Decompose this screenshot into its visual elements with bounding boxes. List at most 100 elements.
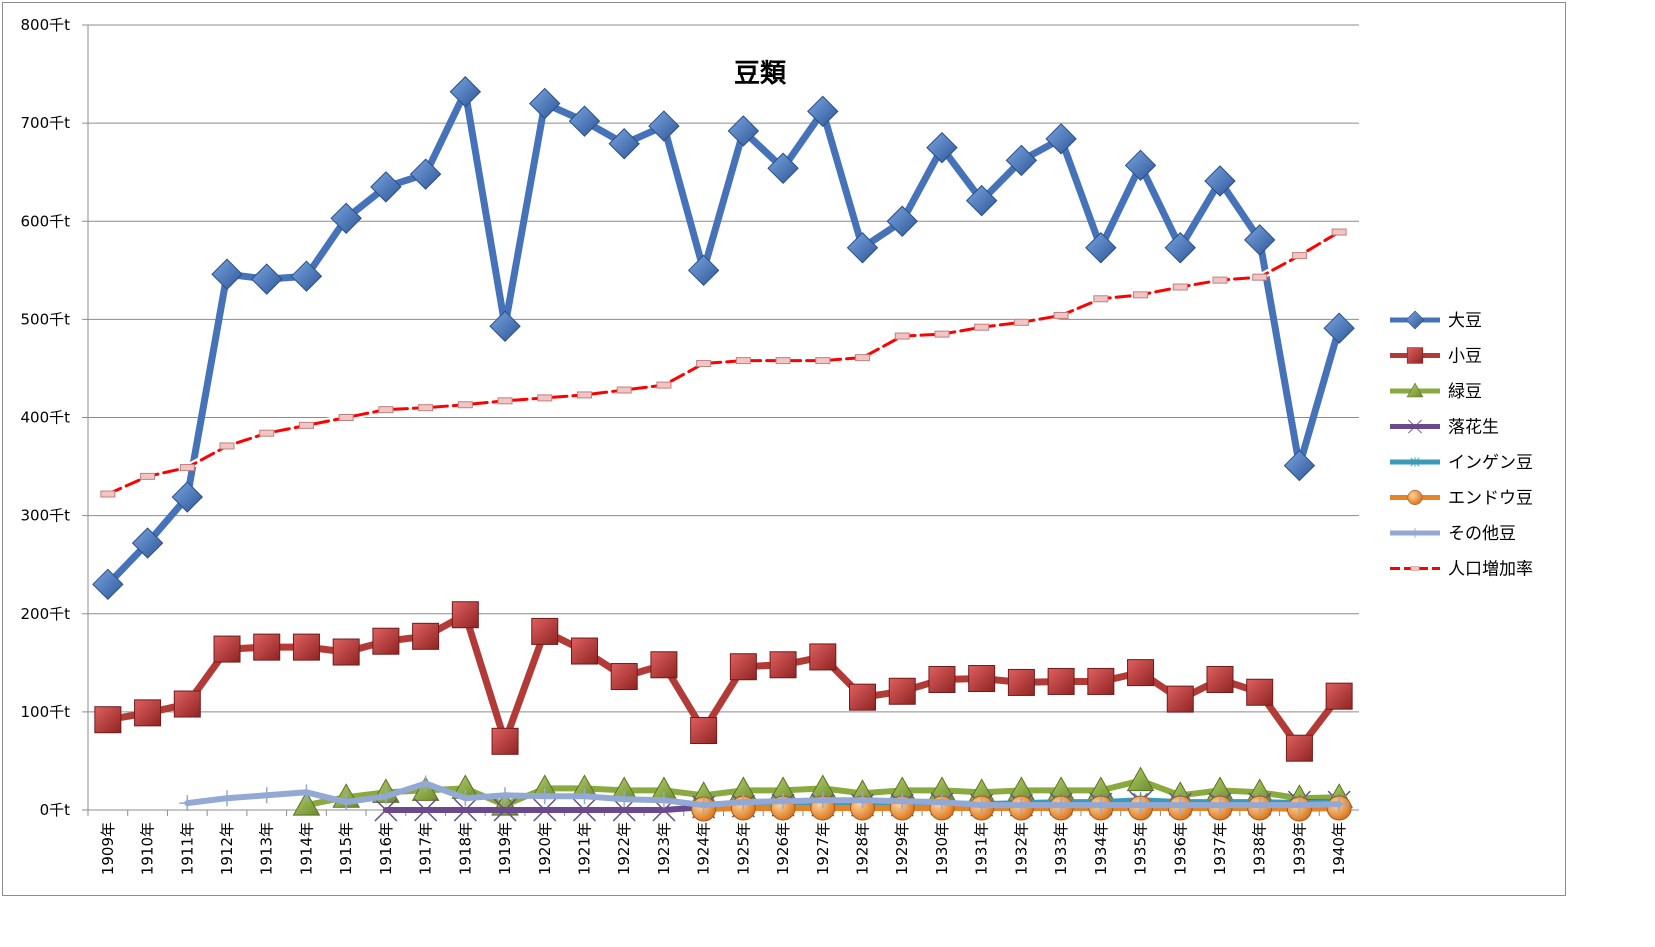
data-point [973, 797, 990, 814]
data-point [1206, 665, 1234, 693]
data-point [933, 794, 950, 811]
data-point [735, 357, 751, 365]
data-point [965, 184, 998, 217]
data-point [417, 775, 434, 792]
legend-marker [1405, 310, 1425, 330]
x-tick-label: 1932年 [1012, 822, 1030, 875]
series-8 [100, 228, 1347, 498]
series-2 [94, 601, 1353, 762]
data-point [1172, 797, 1189, 814]
data-point [656, 381, 672, 389]
data-point [491, 727, 519, 755]
legend-label: 小豆 [1448, 347, 1482, 367]
legend-label: 人口増加率 [1448, 560, 1533, 580]
data-point [894, 332, 910, 340]
data-point [259, 429, 275, 437]
x-tick-label: 1923年 [655, 822, 673, 875]
data-point [497, 787, 514, 804]
legend-marker [1406, 347, 1424, 364]
data-point [690, 717, 718, 745]
data-point [1124, 149, 1157, 182]
data-point [807, 95, 839, 128]
data-point [1252, 273, 1268, 281]
x-tick-label: 1934年 [1092, 822, 1110, 875]
data-point [457, 790, 474, 807]
data-point [140, 472, 156, 480]
data-point [1005, 144, 1038, 177]
legend-item: エンドウ豆 [1390, 489, 1533, 509]
data-point [570, 637, 598, 665]
data-point [1166, 685, 1194, 713]
y-tick-label: 100千t [20, 703, 70, 721]
data-point [453, 798, 477, 822]
data-point [1325, 682, 1353, 710]
data-point [457, 401, 473, 409]
legend-item: 小豆 [1390, 347, 1482, 367]
data-point [1283, 449, 1316, 482]
x-tick-label: 1938年 [1251, 822, 1269, 875]
data-point [1331, 228, 1347, 236]
x-tick-label: 1922年 [615, 822, 633, 875]
legend-marker [1410, 566, 1420, 571]
legend-marker [1406, 382, 1424, 398]
data-point [94, 706, 122, 734]
x-axis-ticks: 1909年 1910年 1911年 1912年 1913年 1914年 1915年 1916年… [99, 822, 1348, 875]
legend-marker [1407, 490, 1423, 506]
data-point [655, 792, 672, 809]
data-point [1045, 123, 1077, 155]
data-point [179, 464, 195, 472]
x-tick-label: 1913年 [258, 822, 276, 875]
data-point [330, 202, 362, 235]
data-point [888, 677, 916, 705]
data-point [1085, 232, 1117, 264]
data-point [648, 110, 680, 142]
x-tick-label: 1914年 [297, 822, 315, 875]
data-point [1013, 318, 1029, 326]
data-point [378, 406, 394, 414]
chart-title: 豆類 [734, 59, 787, 89]
data-point [767, 152, 799, 184]
data-point [536, 788, 553, 805]
x-tick-label: 1925年 [734, 822, 752, 875]
data-point [414, 798, 438, 822]
legend-label: インゲン豆 [1448, 453, 1533, 473]
y-tick-label: 300千t [20, 507, 70, 525]
data-point [968, 665, 996, 693]
y-tick-label: 0千t [40, 801, 71, 819]
data-point [1211, 797, 1228, 814]
data-point [451, 601, 479, 629]
data-point [769, 651, 797, 679]
data-point [1323, 312, 1355, 344]
legend-label: 大豆 [1448, 311, 1482, 331]
data-point [616, 386, 632, 394]
data-point [926, 131, 958, 164]
data-point [1053, 311, 1069, 319]
data-point [695, 797, 712, 814]
data-point [497, 397, 513, 405]
data-point [92, 568, 124, 601]
data-point [372, 627, 400, 655]
data-point [537, 394, 553, 402]
data-point [211, 258, 243, 290]
data-point [100, 490, 116, 498]
data-point [418, 404, 434, 412]
data-point [531, 617, 559, 645]
data-point [251, 263, 283, 295]
data-point [219, 790, 236, 807]
data-point [1132, 797, 1149, 814]
x-tick-label: 1910年 [139, 822, 157, 875]
legend-label: その他豆 [1448, 524, 1516, 544]
y-tick-label: 500千t [20, 310, 70, 328]
x-tick-label: 1912年 [218, 822, 236, 875]
data-point [338, 794, 355, 811]
series-line [104, 611, 1343, 752]
data-point [173, 690, 201, 718]
data-point [735, 794, 752, 811]
y-tick-label: 400千t [20, 409, 70, 427]
legend-label: エンドウ豆 [1448, 489, 1533, 509]
legend-marker [1408, 419, 1422, 434]
data-point [616, 791, 633, 808]
data-point [849, 683, 877, 711]
y-tick-label: 600千t [20, 212, 70, 230]
data-point [219, 442, 235, 450]
